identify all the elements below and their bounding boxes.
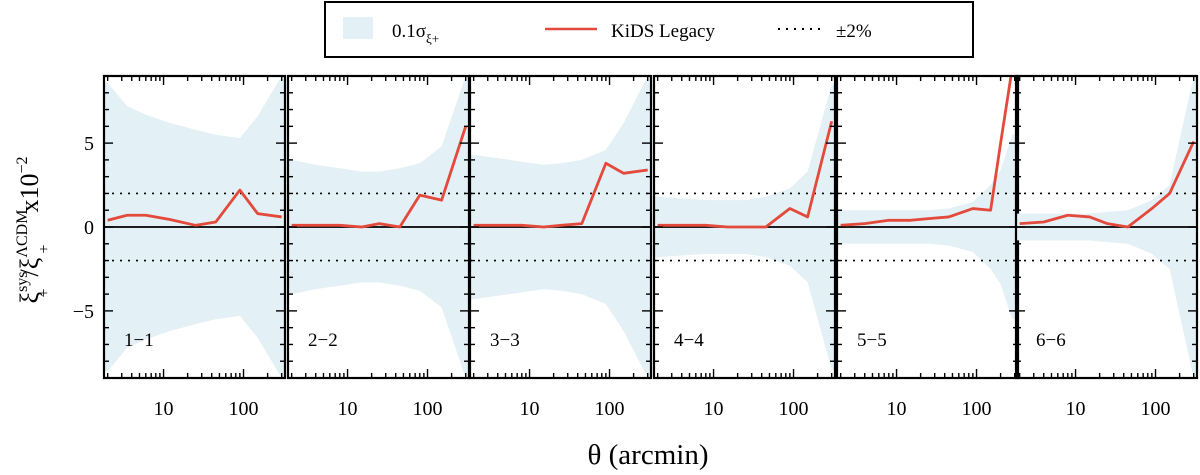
panel-plot-area xyxy=(104,76,285,378)
panel-1: 10 100 −5 0 5 1−1 xyxy=(73,74,287,420)
y-tick-label: −5 xyxy=(73,301,94,323)
x-tick-label: 100 xyxy=(595,398,625,420)
legend-dotted-label: ±2% xyxy=(836,21,872,42)
x-tick-label: 10 xyxy=(338,398,358,420)
series-line-2 xyxy=(291,125,468,229)
panel-4: 10 100 4−4 xyxy=(652,74,837,420)
panel-plot-area xyxy=(1016,76,1197,378)
panel-label-5: 5−5 xyxy=(857,330,887,351)
x-tick-label: 100 xyxy=(779,398,809,420)
series-line-6 xyxy=(1019,140,1195,229)
panel-label-2: 2−2 xyxy=(308,330,338,351)
x-tick-label: 10 xyxy=(887,398,907,420)
x-tick-label: 10 xyxy=(520,398,540,420)
x-tick-label: 10 xyxy=(704,398,724,420)
panel-2: 10 100 2−2 xyxy=(286,74,471,420)
x-tick-label: 100 xyxy=(229,398,259,420)
series-line-1 xyxy=(107,188,282,227)
panel-6: 10 100 6−6 xyxy=(1014,74,1199,420)
panel-5: 10 100 5−5 xyxy=(835,74,1020,420)
panel-plot-area xyxy=(654,84,835,370)
series-line-3 xyxy=(473,161,648,229)
y-axis-label: ξsys+/ξΛCDM +x10−2 xyxy=(14,156,53,303)
panel-plot-area xyxy=(288,76,469,378)
panel-label-4: 4−4 xyxy=(674,330,704,351)
x-tick-label: 100 xyxy=(413,398,443,420)
legend-line-label: KiDS Legacy xyxy=(611,21,715,42)
panel-label-6: 6−6 xyxy=(1036,330,1066,351)
panel-3: 10 100 3−3 xyxy=(468,74,653,420)
panel-plot-area xyxy=(837,76,1018,320)
legend: 0.1σξ+ KiDS Legacy ±2% xyxy=(324,1,974,58)
legend-band-label: 0.1σξ+ xyxy=(392,21,439,46)
series-line-5 xyxy=(840,76,1013,227)
legend-band-swatch xyxy=(343,17,373,39)
legend-box xyxy=(324,1,974,58)
panel-label-3: 3−3 xyxy=(490,330,520,351)
x-tick-label: 100 xyxy=(962,398,992,420)
y-tick-label: 0 xyxy=(84,217,94,239)
x-axis-label: θ (arcmin) xyxy=(588,439,709,471)
x-tick-label: 100 xyxy=(1141,398,1171,420)
panel-label-1: 1−1 xyxy=(124,330,154,351)
x-tick-label: 10 xyxy=(1066,398,1086,420)
series-line-4 xyxy=(657,120,834,229)
panel-plot-area xyxy=(470,76,651,378)
y-tick-label: 5 xyxy=(84,133,94,155)
x-tick-label: 10 xyxy=(154,398,174,420)
